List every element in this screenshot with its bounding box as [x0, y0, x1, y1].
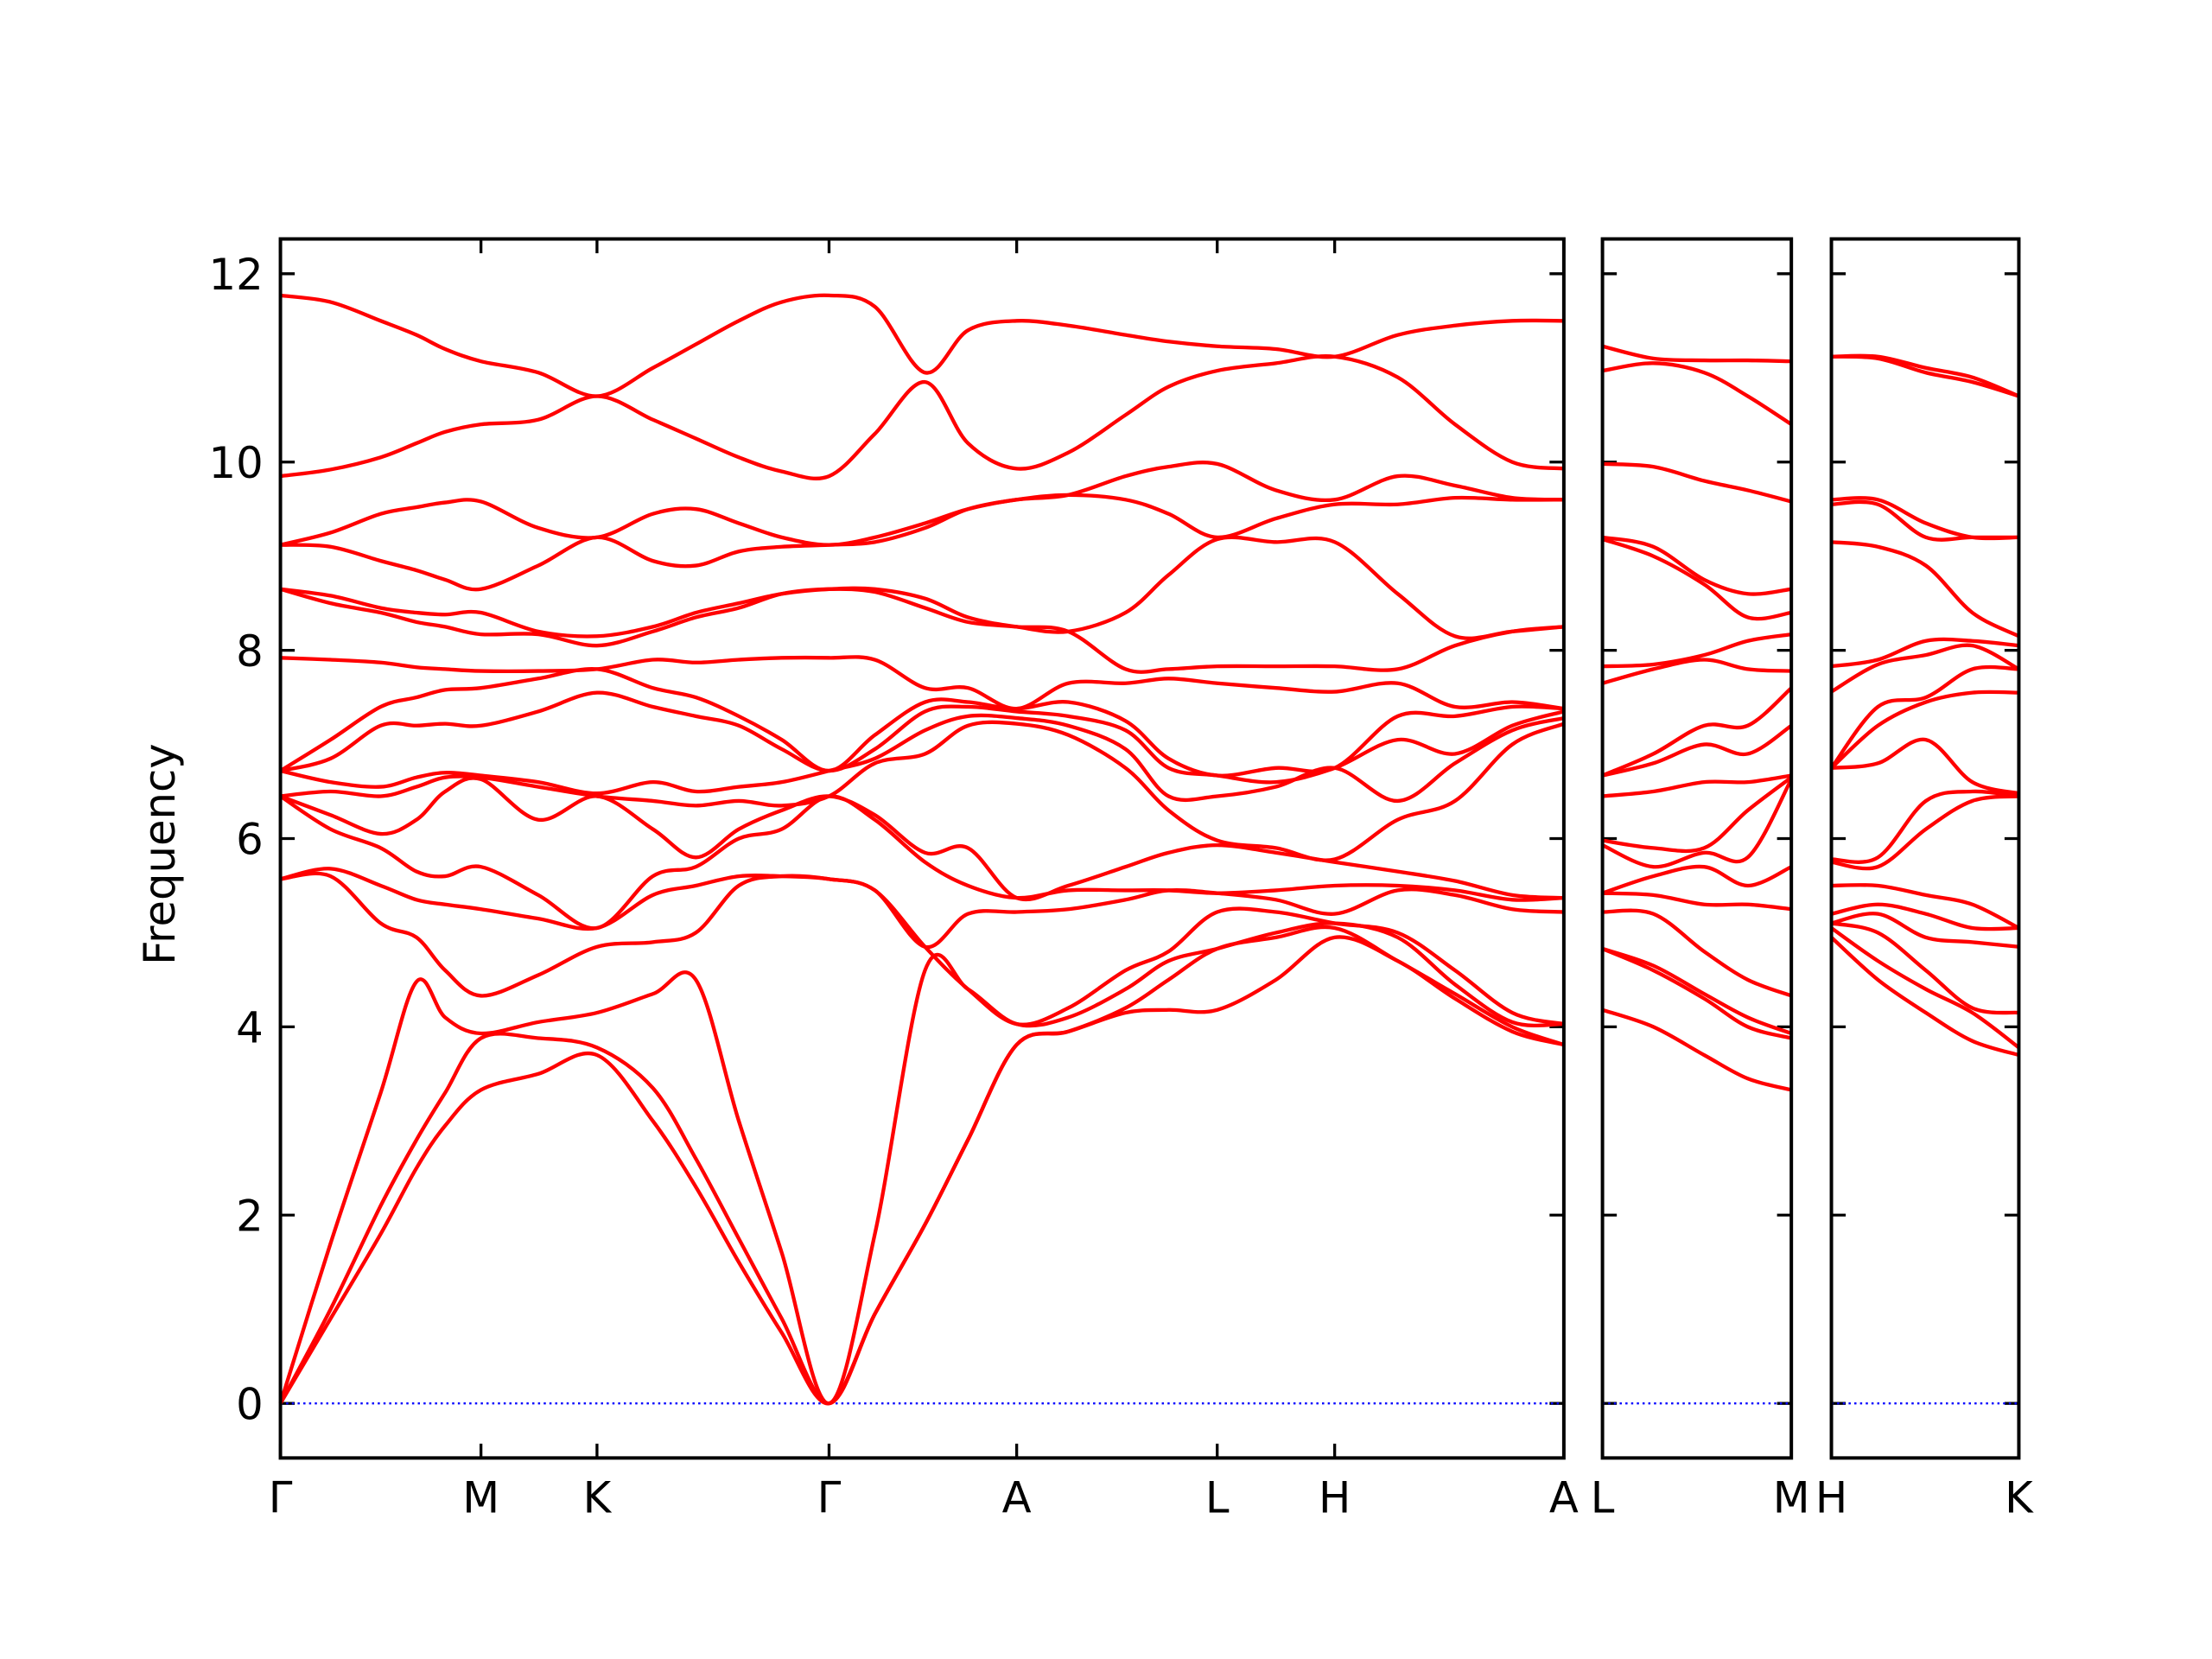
- x-tick-label: K: [2005, 1472, 2034, 1522]
- x-tick-label: L: [1205, 1472, 1230, 1522]
- band-line: [278, 935, 1565, 1406]
- band-line: [1602, 344, 1792, 364]
- band-line: [1831, 794, 2019, 871]
- band-line: [1602, 773, 1792, 798]
- x-tick-label: L: [1591, 1472, 1615, 1522]
- band-line: [280, 655, 1565, 711]
- band-line: [1831, 540, 2020, 639]
- band-line: [1601, 864, 1793, 895]
- band-line: [1830, 690, 2019, 770]
- band-line: [1602, 361, 1793, 426]
- band-line: [279, 794, 1564, 931]
- band-line: [280, 720, 1565, 862]
- band-line: [1602, 461, 1792, 504]
- band-line: [1831, 496, 2019, 541]
- band-line: [1831, 789, 2019, 864]
- band-line: [1601, 1007, 1792, 1092]
- y-tick-label: 4: [236, 1003, 264, 1053]
- band-line: [1601, 686, 1793, 778]
- band-line: [1831, 737, 2019, 796]
- band-line: [1602, 632, 1792, 669]
- band-line: [1831, 637, 2019, 669]
- plot-frame: [1600, 237, 1794, 1460]
- band-line: [279, 667, 1564, 778]
- band-line: [1601, 946, 1792, 1040]
- band-line: [280, 354, 1565, 480]
- band-line: [279, 587, 1565, 674]
- y-axis-label: Frequency: [135, 743, 185, 965]
- band-line: [280, 461, 1564, 547]
- band-line: [1830, 936, 2020, 1058]
- band-line: [1602, 658, 1792, 685]
- band-line: [280, 867, 1565, 950]
- x-tick-label: Γ: [817, 1472, 842, 1522]
- band-line: [1829, 664, 2019, 770]
- x-tick-label: A: [1002, 1472, 1032, 1522]
- band-line: [1602, 535, 1792, 596]
- band-line: [1602, 908, 1792, 998]
- x-tick-label: Γ: [269, 1472, 293, 1522]
- band-line: [1601, 778, 1794, 869]
- x-tick-label: H: [1815, 1472, 1847, 1522]
- y-tick-label: 12: [208, 250, 263, 300]
- band-line: [280, 535, 1565, 640]
- band-line: [1830, 643, 2020, 694]
- plot-frame: [1829, 237, 2021, 1460]
- band-line: [278, 925, 1565, 1406]
- y-tick-label: 6: [236, 815, 264, 865]
- y-tick-label: 10: [208, 438, 263, 488]
- band-line: [1831, 499, 2019, 542]
- y-tick-label: 2: [236, 1191, 264, 1241]
- band-line: [1831, 921, 2019, 1015]
- x-tick-label: M: [1773, 1472, 1810, 1522]
- band-line: [1831, 353, 2020, 398]
- band-line: [1831, 883, 2020, 930]
- band-line: [280, 871, 1565, 1027]
- x-tick-label: K: [583, 1472, 613, 1522]
- band-line: [278, 921, 1564, 1406]
- band-line: [1830, 926, 2020, 1050]
- x-tick-label: M: [462, 1472, 499, 1522]
- band-line: [1602, 723, 1793, 778]
- x-tick-label: H: [1319, 1472, 1351, 1522]
- band-line: [280, 493, 1564, 592]
- band-line: [280, 713, 1565, 804]
- band-line: [1602, 891, 1792, 912]
- y-tick-label: 8: [236, 626, 264, 677]
- band-line: [1831, 912, 2019, 949]
- band-line: [1601, 946, 1792, 1036]
- band-line: [1831, 902, 2019, 931]
- band-line: [280, 293, 1564, 398]
- band-line: [1601, 537, 1792, 621]
- band-line: [1831, 354, 2020, 398]
- x-tick-label: A: [1549, 1472, 1579, 1522]
- y-tick-label: 0: [236, 1379, 264, 1429]
- band-line: [1602, 775, 1793, 854]
- plot-frame: [278, 237, 1566, 1460]
